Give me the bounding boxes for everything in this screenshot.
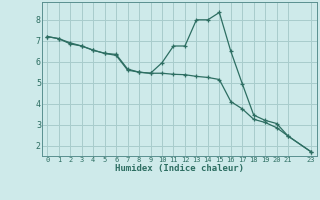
X-axis label: Humidex (Indice chaleur): Humidex (Indice chaleur) [115,164,244,173]
